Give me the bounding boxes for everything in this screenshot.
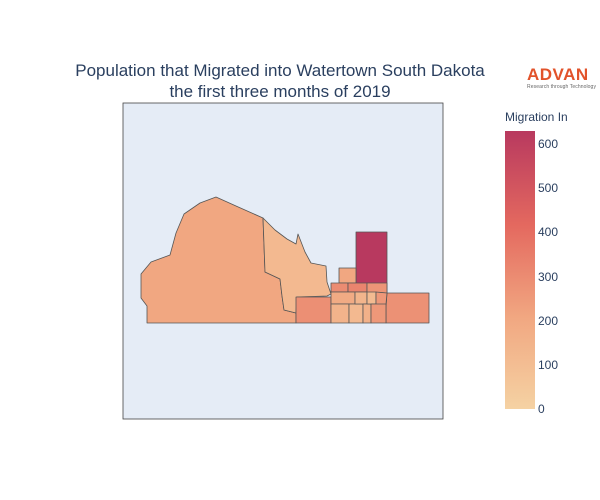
title-line-2: the first three months of 2019 [169,82,391,101]
colorbar [505,131,535,409]
region-small-a[interactable] [338,267,357,284]
region-small-d[interactable] [366,282,388,294]
region-small-h[interactable] [354,291,368,305]
colorbar-tick-label: 400 [538,225,559,240]
colorbar-tick-label: 500 [538,181,559,196]
region-small-k[interactable] [370,291,388,324]
title-line-1: Population that Migrated into Watertown … [75,61,485,80]
region-small-i[interactable] [362,303,372,324]
region-east-wide[interactable] [385,292,430,324]
region-small-g[interactable] [348,303,364,324]
region-small-f[interactable] [330,303,350,324]
advan-logo: ADVAN Research through Technology [527,65,597,91]
region-small-c[interactable] [347,282,368,293]
logo-wordmark: ADVAN [527,65,589,84]
colorbar-tick-label: 100 [538,357,559,372]
colorbar-tick-label: 200 [538,313,559,328]
colorbar-tick-label: 0 [538,402,545,416]
region-small-e[interactable] [330,291,356,305]
region-small-b[interactable] [330,282,349,293]
logo-tagline: Research through Technology [527,84,597,90]
chart-title: Population that Migrated into Watertown … [40,60,520,102]
region-south-central-left[interactable] [295,296,332,324]
map-regions [140,196,430,324]
colorbar-tick-label: 600 [538,137,559,152]
colorbar-tick-label: 300 [538,269,559,284]
colorbar-title: Migration In [505,110,568,124]
region-small-j[interactable] [366,291,377,305]
